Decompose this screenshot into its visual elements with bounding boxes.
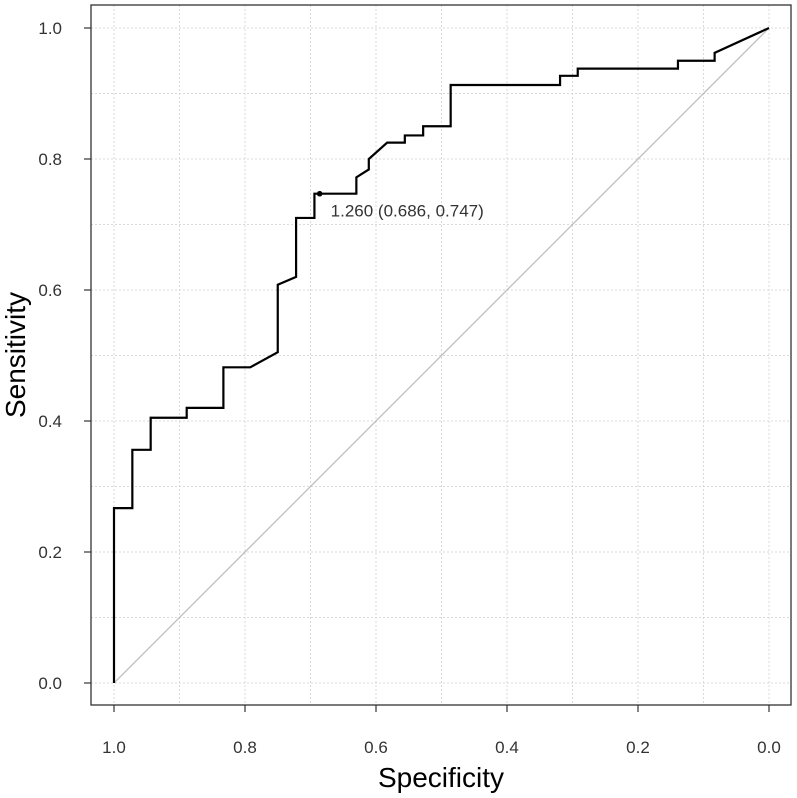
x-tick-label: 0.0 xyxy=(757,738,781,757)
y-axis: 0.0 0.2 0.4 0.6 0.8 1.0 xyxy=(38,19,91,693)
x-axis-title: Specificity xyxy=(378,762,504,793)
y-tick-label: 1.0 xyxy=(38,19,62,38)
y-tick-label: 0.4 xyxy=(38,412,62,431)
x-tick-label: 0.2 xyxy=(626,738,650,757)
plot-frame xyxy=(90,4,792,706)
x-axis: 1.0 0.8 0.6 0.4 0.2 0.0 xyxy=(102,705,781,757)
grid xyxy=(91,5,791,705)
roc-curve xyxy=(112,26,770,683)
y-tick-label: 0.0 xyxy=(38,674,62,693)
x-tick-label: 0.8 xyxy=(233,738,257,757)
y-axis-title: Sensitivity xyxy=(0,292,31,418)
best-threshold-label: 1.260 (0.686, 0.747) xyxy=(331,202,484,221)
reference-line xyxy=(113,27,770,684)
x-tick-label: 0.6 xyxy=(364,738,388,757)
best-threshold-point xyxy=(316,190,323,197)
x-tick-label: 0.4 xyxy=(495,738,519,757)
y-tick-label: 0.2 xyxy=(38,543,62,562)
y-tick-label: 0.8 xyxy=(38,150,62,169)
x-tick-label: 1.0 xyxy=(102,738,126,757)
y-tick-label: 0.6 xyxy=(38,281,62,300)
